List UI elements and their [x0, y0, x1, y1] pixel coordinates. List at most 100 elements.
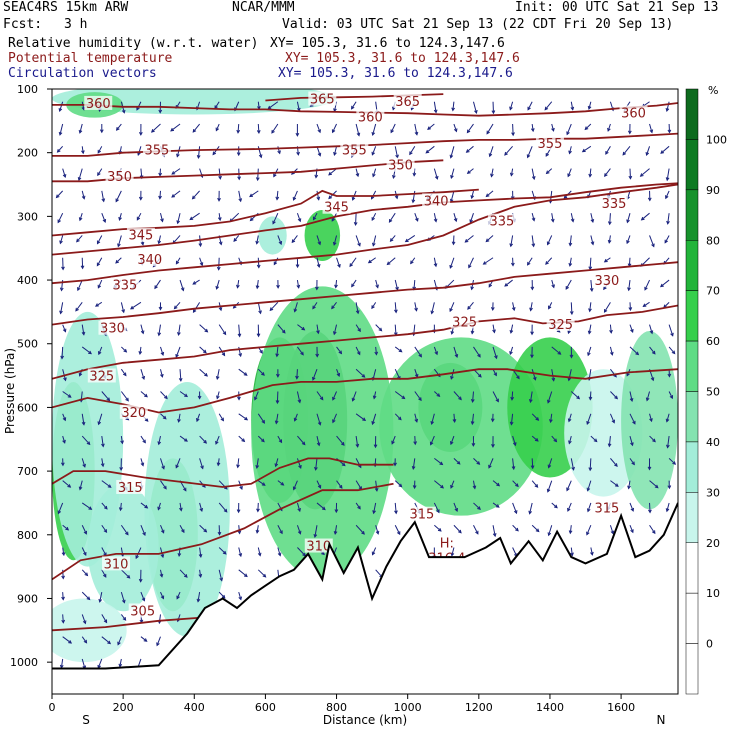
circulation-vector-391 [199, 368, 208, 377]
colorbar-label-70: 70 [706, 285, 720, 298]
circulation-vector-573 [627, 480, 631, 490]
circulation-vector-421 [160, 391, 168, 400]
circulation-vector-666 [198, 569, 203, 578]
circulation-vector-162 [101, 213, 107, 223]
circulation-vector-590 [334, 502, 339, 514]
circulation-vector-674 [98, 592, 103, 603]
circulation-vector-584 [218, 502, 228, 513]
circulation-vector-599 [512, 502, 518, 515]
circulation-vector-130 [101, 190, 106, 203]
circulation-vector-326 [177, 324, 181, 337]
circulation-vector-55 [511, 124, 515, 137]
circulation-vector-672 [61, 592, 65, 601]
circulation-vector-120 [531, 168, 536, 181]
theta-label-23: 315 [118, 481, 143, 496]
circulation-vector-540 [610, 458, 618, 467]
circulation-vector-245 [468, 257, 474, 269]
circulation-vector-219 [590, 235, 595, 246]
circulation-vector-578 [101, 502, 108, 510]
colorbar-label-20: 20 [706, 537, 720, 550]
circulation-vector-299 [269, 301, 279, 312]
circulation-vector-194 [96, 235, 103, 245]
theta-label-13: 340 [137, 253, 162, 268]
circulation-vector-474 [567, 413, 572, 423]
circulation-vector-52 [453, 123, 458, 133]
circulation-vector-517 [160, 458, 165, 470]
circulation-vector-392 [215, 369, 220, 381]
circulation-vector-59 [584, 123, 592, 131]
circulation-vector-533 [473, 458, 481, 465]
theta-label-bg-2 [393, 94, 422, 109]
circulation-vector-231 [199, 257, 204, 267]
circulation-vector-43 [271, 123, 279, 134]
circulation-vector-61 [627, 124, 632, 135]
circulation-vector-58 [566, 123, 572, 136]
theta-label-bg-23 [116, 479, 145, 494]
circulation-vector-458 [257, 413, 265, 424]
circulation-vector-95 [660, 145, 670, 154]
circulation-vector-86 [488, 146, 494, 158]
circulation-vector-268 [296, 279, 301, 289]
theta-label-11: 345 [129, 229, 154, 244]
circulation-vector-349 [629, 324, 634, 334]
circulation-vector-632 [547, 525, 553, 537]
circulation-vector-213 [464, 235, 474, 243]
circulation-vector-537 [547, 458, 553, 469]
circulation-vector-440 [528, 391, 533, 404]
circulation-vector-93 [622, 146, 631, 156]
circulation-vector-356 [138, 346, 143, 356]
circulation-vector-602 [567, 502, 572, 512]
theta-label-bg-18 [98, 320, 127, 335]
x-tick-label-1400: 1400 [536, 701, 564, 714]
x-tick-label-200: 200 [113, 701, 134, 714]
circulation-vector-444 [610, 391, 619, 400]
circulation-vector-397 [312, 369, 318, 381]
theta-contour-315 [52, 457, 394, 488]
theta-label-bg-26 [102, 556, 131, 571]
circulation-vector-355 [121, 346, 128, 353]
circulation-vector-163 [118, 213, 122, 221]
circulation-vector-149 [470, 190, 475, 200]
circulation-vector-199 [198, 235, 203, 248]
circulation-vector-377 [551, 346, 562, 355]
theta-label-8: 350 [107, 170, 132, 185]
theta-contour-325 [52, 304, 678, 380]
circulation-vector-416 [62, 391, 72, 398]
circulation-vector-465 [394, 413, 402, 421]
circulation-vector-443 [588, 391, 593, 401]
colorbar-segment-11 [685, 643, 699, 695]
circulation-vector-353 [81, 346, 92, 355]
circulation-vector-601 [551, 502, 558, 509]
theta-label-26: 310 [104, 557, 129, 572]
circulation-vector-178 [414, 213, 419, 222]
colorbar-segment-8 [685, 492, 699, 544]
circulation-vector-543 [668, 458, 677, 465]
circulation-vector-279 [504, 279, 513, 287]
circulation-vector-191 [666, 213, 670, 225]
circulation-vector-525 [314, 458, 318, 471]
circulation-vector-378 [569, 346, 574, 359]
x-axis-left-end-label: S [82, 713, 90, 727]
circulation-vector-649 [277, 547, 282, 557]
circulation-vector-570 [566, 480, 572, 492]
circulation-vector-225 [80, 257, 85, 270]
circulation-vector-21 [472, 101, 478, 114]
circulation-vector-97 [77, 168, 83, 182]
plot-frame [51, 88, 679, 695]
circulation-vector-477 [629, 413, 636, 425]
circulation-vector-569 [546, 480, 553, 493]
circulation-vector-504 [531, 435, 539, 442]
circulation-vector-595 [433, 502, 440, 514]
circulation-vector-128 [55, 190, 64, 199]
circulation-vector-639 [81, 547, 87, 556]
theta-label-0: 360 [86, 97, 111, 112]
circulation-vector-629 [492, 525, 497, 538]
circulation-vector-287 [659, 279, 670, 288]
circulation-vector-342 [492, 324, 496, 334]
circulation-vector-35 [115, 123, 122, 131]
x-tick-label-1600: 1600 [607, 701, 635, 714]
circulation-vector-645 [198, 547, 203, 558]
circulation-vector-589 [316, 502, 326, 511]
circulation-vector-312 [529, 302, 533, 312]
circulation-vector-139 [275, 190, 280, 201]
